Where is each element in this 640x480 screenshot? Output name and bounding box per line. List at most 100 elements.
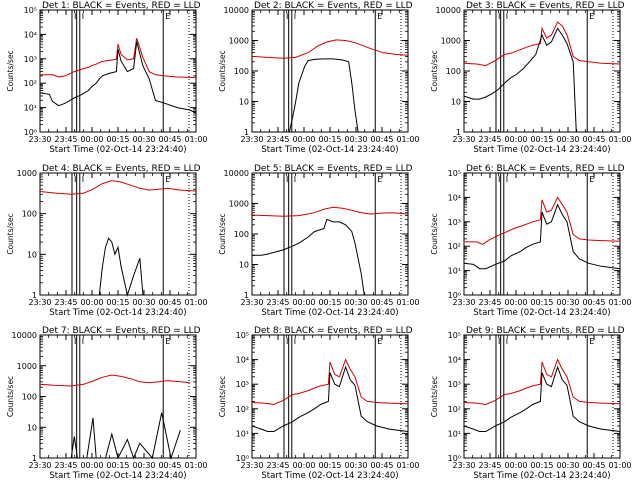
x-tick-label: 00:00 <box>80 298 103 307</box>
x-tick-label: 01:00 <box>396 461 419 470</box>
x-tick-label: 01:00 <box>184 298 207 307</box>
y-tick-label: 10⁰ <box>448 454 461 463</box>
series-black-line <box>251 365 409 432</box>
chart-panel-4: Det 4: BLACK = Events, RED = LLD 1 10 100 10… <box>6 164 208 318</box>
y-tick-label: 1000 <box>229 200 249 209</box>
x-tick-label: 23:45 <box>54 461 77 470</box>
interval-marker-label: I <box>286 337 288 346</box>
x-tick-label: 00:00 <box>292 135 315 144</box>
interval-marker-label: E <box>165 337 170 346</box>
y-tick-label: 1 <box>32 291 37 300</box>
y-axis-label: Counts/sec <box>218 213 227 254</box>
interval-marker-label: E <box>165 12 170 21</box>
y-tick-label: 10¹ <box>236 429 249 438</box>
x-tick-label: 01:00 <box>396 298 419 307</box>
y-tick-label: 100 <box>234 67 249 76</box>
x-tick-label: 00:30 <box>344 298 367 307</box>
x-tick-label: 00:45 <box>370 135 393 144</box>
x-tick-label: 00:15 <box>106 461 129 470</box>
x-tick-label: 00:00 <box>80 135 103 144</box>
y-axis-label: Counts/sec <box>6 50 15 91</box>
x-tick-label: 23:30 <box>240 461 263 470</box>
y-tick-label: 10² <box>236 405 249 414</box>
plot-frame <box>251 9 409 133</box>
interval-marker-label: I <box>74 337 76 346</box>
y-tick-label: 10 <box>27 423 37 432</box>
interval-marker-label: I <box>74 12 76 21</box>
y-tick-label: 1000 <box>441 37 461 46</box>
interval-marker-label: E <box>377 12 382 21</box>
x-axis-label: Start Time (02-Oct-14 23:24:40) <box>473 471 610 480</box>
interval-marker-label: I <box>294 175 296 184</box>
series-red-line <box>251 39 409 59</box>
chart-title: Det 9: BLACK = Events, RED = LLD <box>466 326 625 336</box>
x-tick-label: 00:30 <box>344 135 367 144</box>
y-axis-label: Counts/sec <box>6 376 15 417</box>
x-tick-label: 00:45 <box>370 298 393 307</box>
chart-title: Det 7: BLACK = Events, RED = LLD <box>42 326 201 336</box>
series-black-line <box>463 203 621 270</box>
y-axis-label: Counts/sec <box>430 50 439 91</box>
interval-marker-label: I <box>498 337 500 346</box>
x-tick-label: 00:15 <box>106 135 129 144</box>
interval-marker-label: I <box>498 12 500 21</box>
interval-marker-label: I <box>506 12 508 21</box>
interval-marker-label: I <box>294 337 296 346</box>
x-tick-label: 23:30 <box>240 135 263 144</box>
x-tick-label: 00:15 <box>318 298 341 307</box>
x-tick-label: 23:45 <box>266 298 289 307</box>
x-tick-label: 23:45 <box>266 135 289 144</box>
y-tick-label: 100 <box>22 393 37 402</box>
x-tick-label: 00:15 <box>530 461 553 470</box>
y-tick-label: 10² <box>24 79 37 88</box>
y-tick-label: 10¹ <box>24 104 37 113</box>
x-tick-label: 00:30 <box>556 135 579 144</box>
x-tick-label: 00:30 <box>132 135 155 144</box>
x-tick-label: 00:00 <box>504 135 527 144</box>
y-tick-label: 10² <box>448 242 461 251</box>
y-tick-label: 10¹ <box>448 267 461 276</box>
x-tick-label: 23:45 <box>54 298 77 307</box>
x-tick-label: 23:45 <box>478 298 501 307</box>
y-tick-label: 10⁰ <box>448 291 461 300</box>
y-tick-label: 10⁴ <box>24 30 37 39</box>
plot-frame <box>39 334 197 459</box>
x-tick-label: 00:45 <box>158 461 181 470</box>
y-tick-label: 1000 <box>17 362 37 371</box>
y-tick-label: 10000 <box>12 331 37 340</box>
interval-marker-label: I <box>506 175 508 184</box>
plot-frame <box>463 334 621 459</box>
y-axis-label: Counts/sec <box>218 376 227 417</box>
y-tick-label: 10⁵ <box>448 331 461 340</box>
x-tick-label: 00:45 <box>158 135 181 144</box>
interval-marker-label: E <box>589 337 594 346</box>
series-red-line <box>463 21 621 67</box>
x-tick-label: 00:15 <box>530 135 553 144</box>
chart-panel-8: Det 8: BLACK = Events, RED = LLD 10⁰ 10¹ 10… <box>218 326 420 480</box>
chart-panel-5: Det 5: BLACK = Events, RED = LLD 1 10 100 10… <box>218 164 420 318</box>
x-tick-label: 23:30 <box>452 461 475 470</box>
x-tick-label: 23:30 <box>28 461 51 470</box>
chart-panel-7: Det 7: BLACK = Events, RED = LLD 1 10 100 10… <box>6 326 208 480</box>
x-tick-label: 00:00 <box>504 298 527 307</box>
x-tick-label: 00:45 <box>582 461 605 470</box>
series-black-line <box>70 412 181 460</box>
y-tick-label: 10³ <box>448 218 461 227</box>
interval-marker-label: I <box>506 337 508 346</box>
y-tick-label: 10³ <box>448 380 461 389</box>
y-tick-label: 1 <box>244 291 249 300</box>
chart-panel-3: Det 3: BLACK = Events, RED = LLD 1 10 100 10… <box>430 1 632 155</box>
y-tick-label: 1 <box>456 128 461 137</box>
x-tick-label: 00:45 <box>582 298 605 307</box>
chart-title: Det 2: BLACK = Events, RED = LLD <box>254 1 413 11</box>
y-tick-label: 10⁴ <box>448 356 461 365</box>
interval-marker-label: E <box>377 337 382 346</box>
y-tick-label: 1 <box>32 454 37 463</box>
y-tick-label: 10000 <box>436 6 461 15</box>
x-tick-label: 01:00 <box>608 135 631 144</box>
series-red-line <box>251 358 409 406</box>
x-tick-label: 23:30 <box>452 298 475 307</box>
y-tick-label: 100 <box>234 230 249 239</box>
y-tick-label: 100 <box>22 210 37 219</box>
